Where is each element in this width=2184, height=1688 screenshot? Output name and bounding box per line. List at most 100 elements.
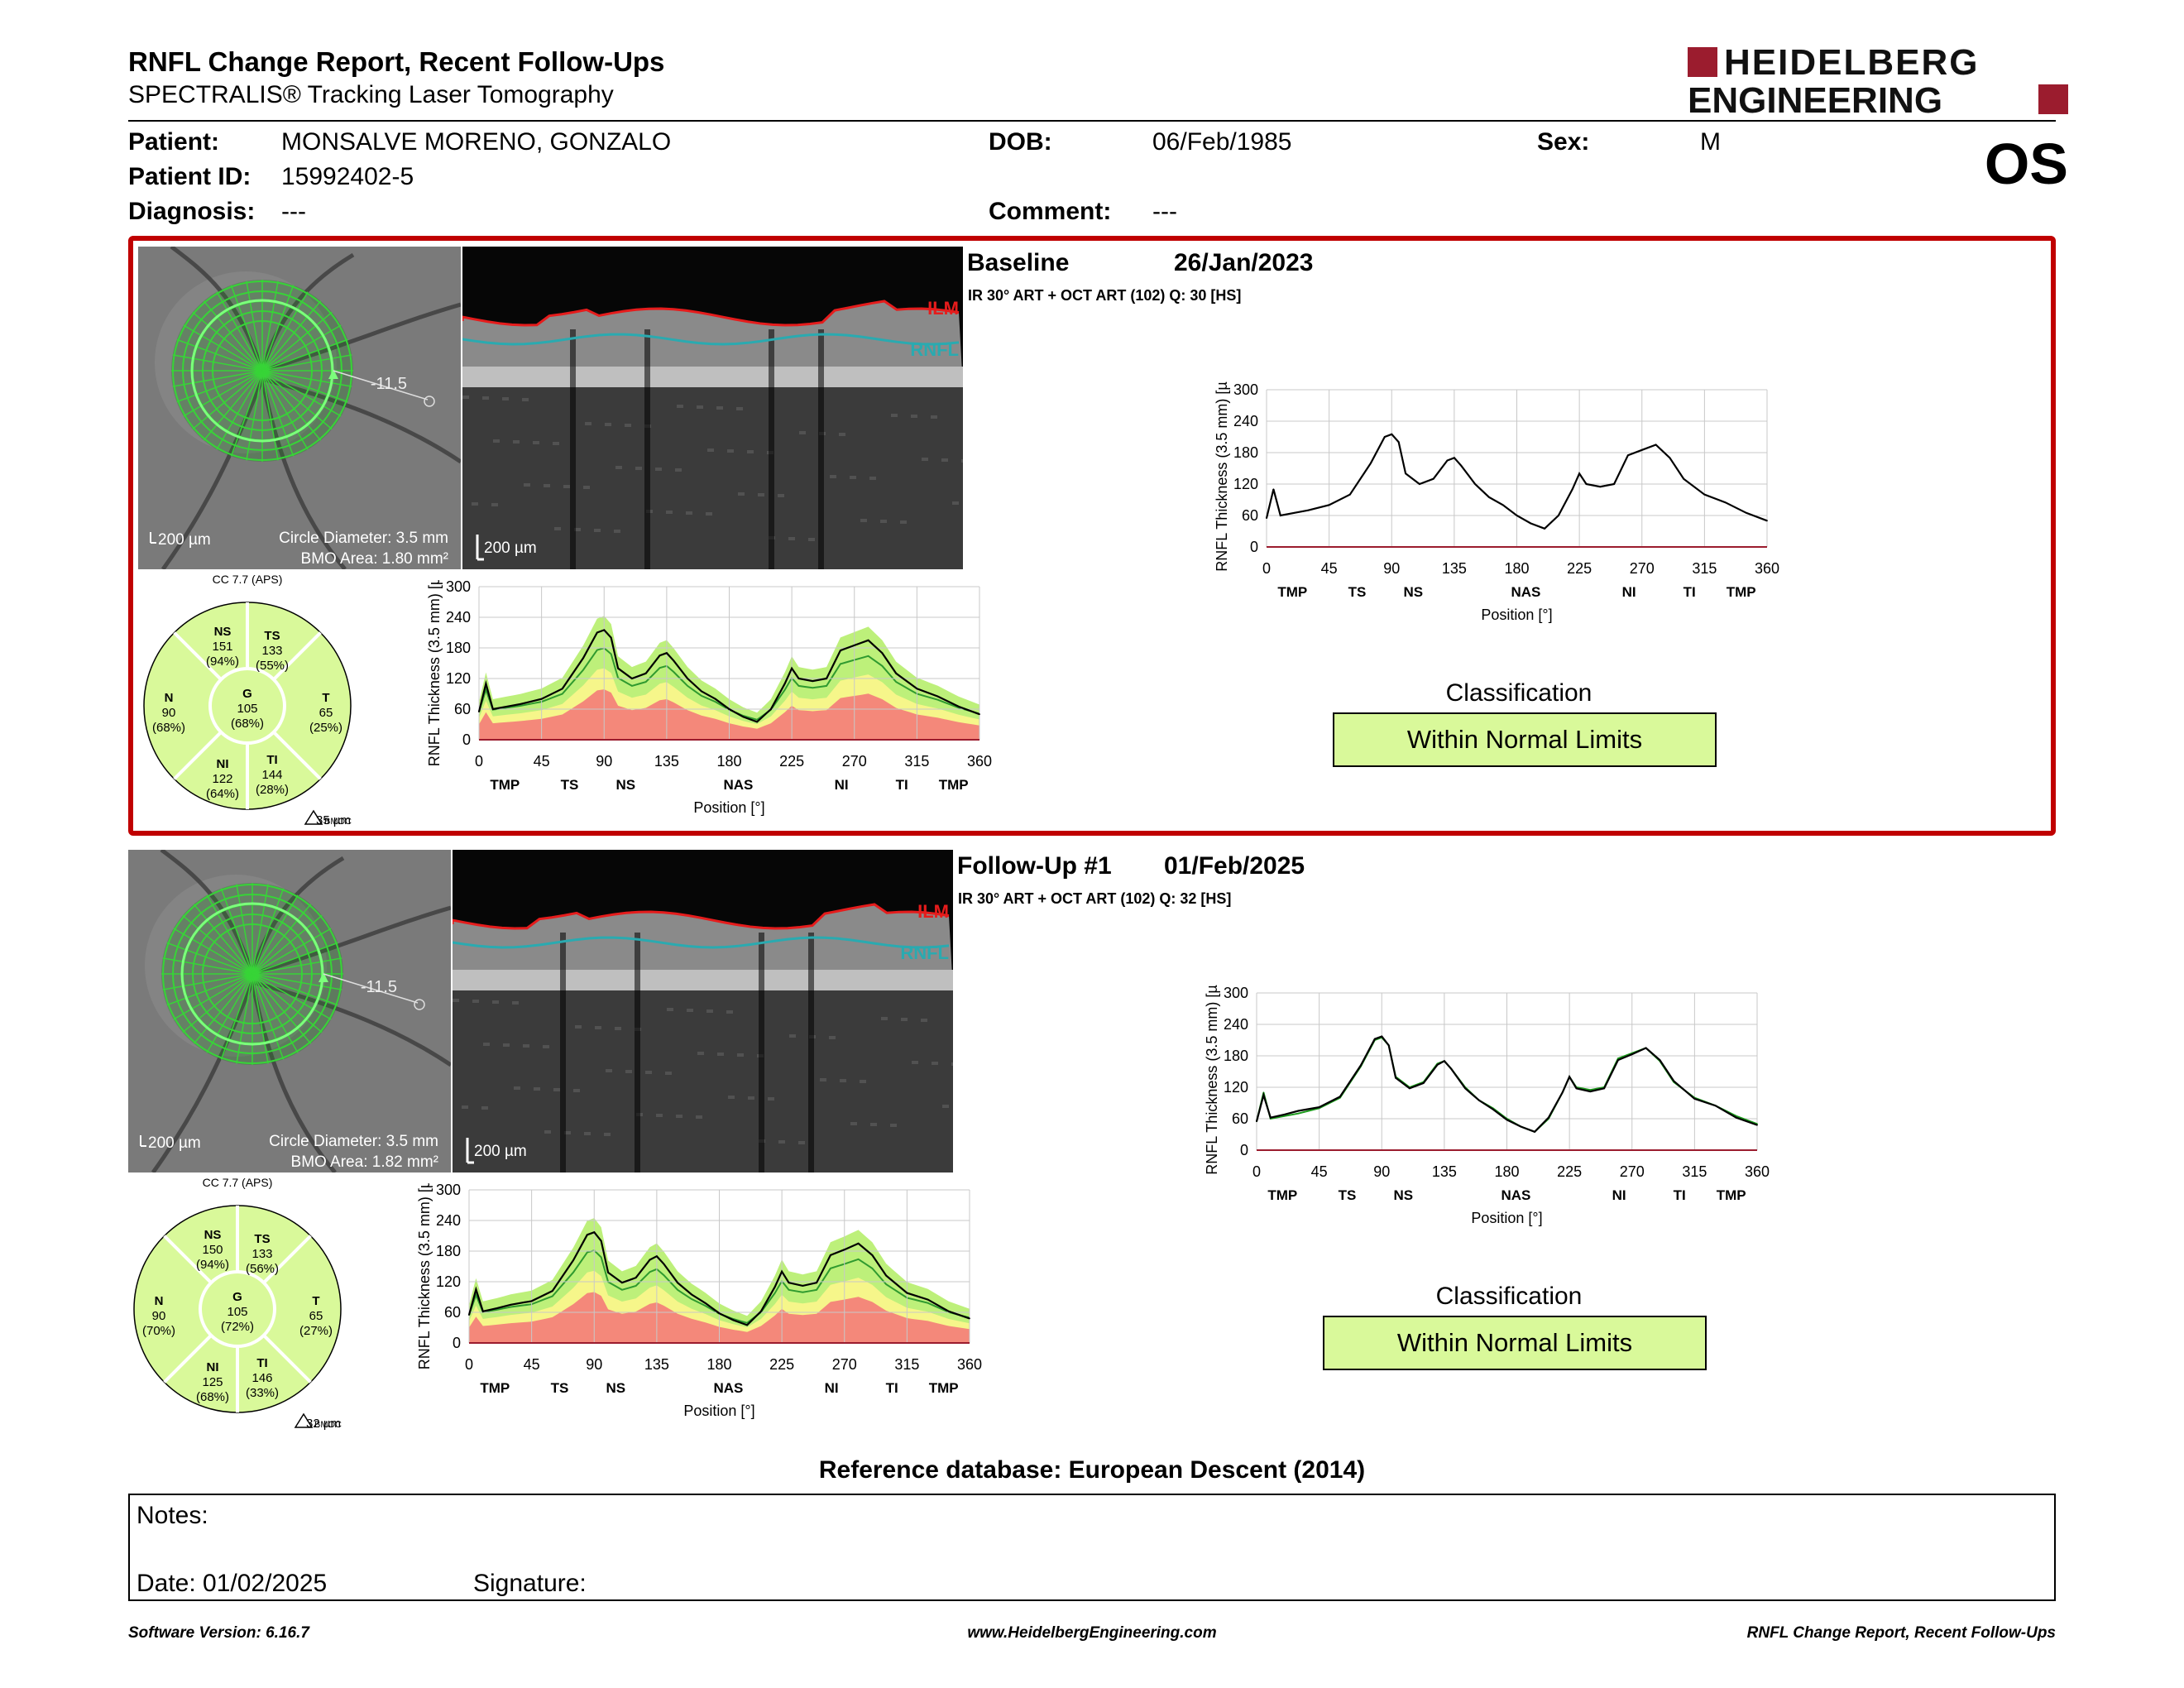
data-point [1703,493,1706,496]
data-point [979,713,980,716]
fundus-graphic: -11.5 200 µm Circle Diameter: 3.5 mm BMO Ar… [138,247,461,569]
data-point [1575,1087,1578,1090]
y-tick-label: 60 [444,1304,461,1321]
sector-name: G [232,1290,242,1304]
data-point [1283,1115,1286,1117]
data-point [621,1282,623,1284]
sector-percent: (55%) [256,659,289,673]
sector-name: NS [204,1228,222,1242]
x-tick-label: 315 [904,753,929,770]
data-point [520,703,522,705]
data-point [603,629,606,631]
svg-text:ENGINEERING: ENGINEERING [1688,80,1942,119]
sector-axis-label: TS [1348,584,1367,600]
fundus-image[interactable]: -11.5 200 µm Circle Diameter: 3.5 mm BMO Ar… [138,247,461,569]
data-point [1383,436,1386,438]
bmo-area: BMO Area: 1.82 mm² [291,1153,438,1171]
y-tick-label: 120 [1224,1079,1248,1096]
sector-value: 65 [319,706,333,720]
y-tick-label: 240 [1233,413,1258,429]
x-tick-label: 360 [967,753,992,770]
x-tick-label: 0 [475,753,483,770]
sector-name: TI [266,753,277,767]
data-point [797,678,800,679]
dob-value: 06/Feb/1985 [1152,128,1292,156]
bmoc-value: 32 µm [306,1417,341,1431]
header-rule [128,120,2056,122]
x-tick-label: 180 [1504,560,1529,577]
exam-date: 26/Jan/2023 [1174,249,1314,276]
y-tick-label: 300 [1233,381,1258,398]
fundus-graphic: -11.5 200 µm Circle Diameter: 3.5 mm BMO Ar… [128,850,451,1172]
data-point [1432,477,1434,480]
data-point [666,652,668,655]
data-point [770,708,772,710]
rnfl-thickness-comparison-chart: 0 60 120 180 240 300 0 45 90 135 180 225 270 315 360 TM… [1214,381,1779,623]
data-point [853,645,855,646]
data-point [1444,1060,1445,1062]
data-point [659,655,661,657]
sector-value: 90 [162,706,176,720]
patient-id-label: Patient ID: [128,163,251,190]
data-point [1360,1064,1362,1067]
data-point [691,1293,692,1296]
data-point [895,672,898,674]
signature-label: Signature: [473,1570,587,1597]
data-point [1659,1059,1661,1061]
series-line-1 [467,1230,970,1326]
y-tick-label: 300 [1224,985,1248,1001]
data-point [1391,433,1393,435]
data-point [1589,1091,1592,1092]
data-point [1578,472,1580,475]
ilm-label: ILM [917,901,949,922]
data-point [1397,441,1400,444]
oct-bscan[interactable]: ILM RNFL 200 µm [453,850,953,1172]
sector-axis-label: TS [551,1380,569,1396]
website-link[interactable]: www.HeidelbergEngineering.com [967,1624,1217,1642]
sector-axis-label: TMP [939,777,969,793]
sector-axis-label: NAS [713,1380,743,1396]
oct-graphic: ILM RNFL 200 µm [453,850,953,1172]
data-point [481,1310,484,1312]
sector-axis-label: NS [616,777,636,793]
fundus-scale-bar: 200 µm [158,531,211,549]
sector-axis-label: TMP [490,777,520,793]
x-axis-title: Position [°] [693,799,764,816]
y-tick-label: 0 [453,1335,461,1351]
data-point [687,678,688,679]
sector-pie-chart: CC 7.7 (APS)NS151(94%)TS133(55%)N90(68%)… [143,573,352,827]
bmoc-label: BMOC [324,817,352,827]
y-tick-label: 120 [436,1273,461,1290]
data-point [510,1303,512,1306]
exam-label: Follow-Up #1 [957,852,1112,880]
sector-name: NI [217,757,229,771]
data-point [969,1317,970,1320]
ilm-line [453,903,950,930]
sector-percent: (28%) [256,783,289,797]
x-tick-label: 225 [1557,1163,1582,1180]
patient-name: MONSALVE MORENO, GONZALO [281,128,672,156]
sector-percent: (68%) [152,721,185,735]
data-point [1534,1130,1535,1133]
sector-axis-label: TI [1674,1187,1686,1203]
y-axis-title: RNFL Thickness (3.5 mm) [µm] [1214,381,1230,572]
data-point [1279,515,1281,516]
oct-bscan[interactable]: ILM RNFL 200 µm [462,247,963,569]
data-point [791,667,793,669]
data-point [1297,1110,1300,1112]
data-point [631,678,633,679]
data-point [1348,493,1351,496]
data-point [760,1310,762,1312]
data-point [812,680,814,682]
classification-label: Classification [1435,1283,1583,1310]
fundus-image[interactable]: -11.5 200 µm Circle Diameter: 3.5 mm BMO Ar… [128,850,451,1172]
data-point [1603,1087,1605,1090]
data-point [617,667,619,669]
sector-axis-label: TMP [1277,584,1307,600]
notes-box[interactable]: Notes: Date: 01/02/2025 Signature: [128,1494,2056,1601]
data-point [1714,1105,1717,1107]
data-point [1655,444,1657,446]
data-point [635,1277,637,1278]
data-point [496,1307,498,1309]
data-point [1446,459,1449,462]
